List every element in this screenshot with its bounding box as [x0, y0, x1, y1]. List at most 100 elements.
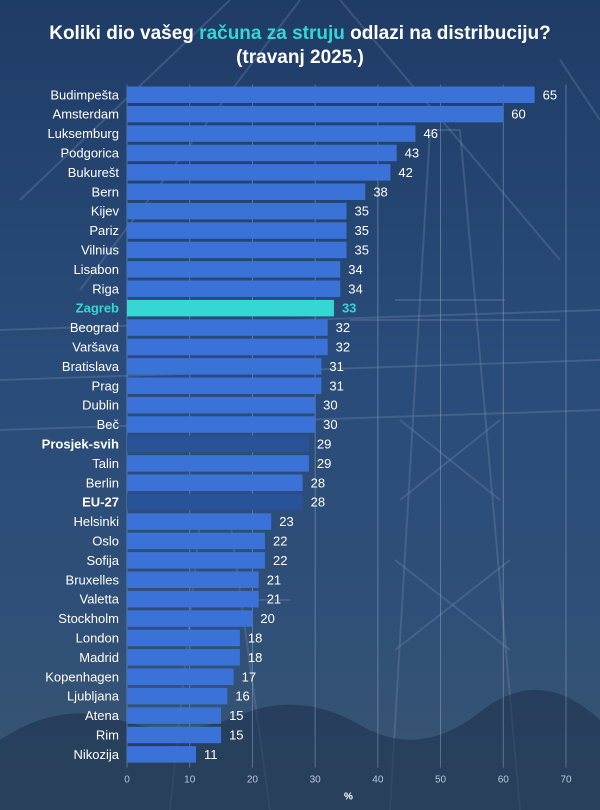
title-part2: odlazi na distribuciju?	[344, 23, 551, 44]
tick-label: 30	[310, 775, 322, 786]
bar	[127, 338, 328, 356]
bar	[127, 707, 222, 724]
title-part1: Koliki dio vašeg	[49, 23, 200, 44]
category-label: Prosjek-svih	[42, 436, 119, 451]
value-label: 16	[235, 689, 249, 704]
bar	[127, 610, 253, 627]
value-label: 34	[348, 281, 362, 296]
tick-label: 40	[372, 775, 384, 786]
category-label: Vilnius	[81, 242, 120, 257]
category-label: Ljubljana	[67, 689, 120, 704]
category-label: Budimpešta	[50, 87, 119, 102]
category-label: Helsinki	[73, 514, 119, 529]
category-label: Bukurešt	[68, 165, 120, 180]
value-label: 46	[423, 126, 437, 141]
bar	[127, 105, 504, 123]
category-label: Oslo	[92, 533, 119, 548]
bar	[127, 241, 347, 259]
value-label: 35	[355, 242, 369, 257]
value-label: 38	[373, 184, 387, 199]
category-label: EU-27	[82, 495, 119, 510]
tick-label: 70	[560, 775, 572, 786]
title-highlight: računa za struju	[199, 23, 345, 44]
value-label: 35	[355, 204, 369, 219]
bar	[127, 474, 303, 491]
tick-label: 60	[498, 775, 510, 786]
bar	[127, 629, 240, 647]
value-label: 34	[348, 262, 362, 277]
category-label: Kijev	[91, 204, 120, 219]
bar	[127, 319, 328, 336]
value-label: 15	[229, 727, 243, 742]
bar	[127, 590, 259, 608]
value-label: 29	[317, 436, 331, 451]
value-label: 20	[260, 611, 274, 626]
category-label: London	[76, 630, 119, 645]
value-label: 18	[248, 650, 262, 665]
bar	[127, 164, 391, 181]
value-label: 28	[311, 475, 325, 490]
bar	[127, 299, 334, 317]
category-label: Berlin	[86, 475, 119, 490]
bar	[127, 649, 240, 666]
value-label: 43	[405, 145, 419, 160]
value-label: 17	[242, 669, 256, 684]
category-label: Pariz	[89, 223, 119, 238]
bar	[127, 687, 228, 705]
value-label: 32	[336, 320, 350, 335]
value-label: 29	[317, 456, 331, 471]
bar	[127, 125, 416, 142]
bar	[127, 493, 303, 511]
value-label: 15	[229, 708, 243, 723]
bar	[127, 668, 234, 685]
category-label: Beograd	[70, 320, 119, 335]
category-label: Talin	[92, 456, 119, 471]
category-label: Bruxelles	[66, 572, 120, 587]
bar	[127, 726, 222, 744]
value-label: 60	[511, 107, 525, 122]
bar	[127, 261, 341, 278]
value-label: 30	[323, 417, 337, 432]
value-label: 22	[273, 553, 287, 568]
bar	[127, 746, 196, 763]
category-label: Podgorica	[60, 145, 119, 160]
value-label: 65	[543, 87, 557, 102]
tick-label: 50	[435, 775, 447, 786]
category-label: Stockholm	[58, 611, 119, 626]
value-label: 32	[336, 339, 350, 354]
category-label: Dublin	[82, 398, 119, 413]
bar	[127, 183, 366, 200]
tick-label: 0	[124, 775, 130, 786]
bar	[127, 416, 316, 433]
bar	[127, 202, 347, 220]
category-label: Sofija	[86, 553, 119, 568]
bar	[127, 358, 322, 375]
value-label: 31	[329, 378, 343, 393]
category-label: Madrid	[79, 650, 119, 665]
bar	[127, 86, 535, 103]
title-line2: (travanj 2025.)	[236, 47, 364, 68]
category-label: Atena	[85, 708, 120, 723]
bar	[127, 377, 322, 394]
value-label: 11	[204, 747, 218, 762]
tick-label: 10	[184, 775, 196, 786]
bar	[127, 222, 347, 239]
bar	[127, 571, 259, 588]
bar	[127, 455, 309, 472]
category-label: Beč	[97, 417, 120, 432]
category-label: Varšava	[72, 339, 119, 354]
category-label: Nikozija	[73, 747, 119, 762]
category-label: Valetta	[79, 592, 119, 607]
value-label: 35	[355, 223, 369, 238]
value-label: 42	[398, 165, 412, 180]
category-label: Prag	[92, 378, 119, 393]
category-label: Bern	[92, 184, 119, 199]
value-label: 28	[311, 495, 325, 510]
value-label: 21	[267, 592, 281, 607]
category-label: Rim	[96, 727, 119, 742]
category-label: Luksemburg	[47, 126, 119, 141]
bar	[127, 280, 341, 297]
category-label: Zagreb	[76, 301, 119, 316]
